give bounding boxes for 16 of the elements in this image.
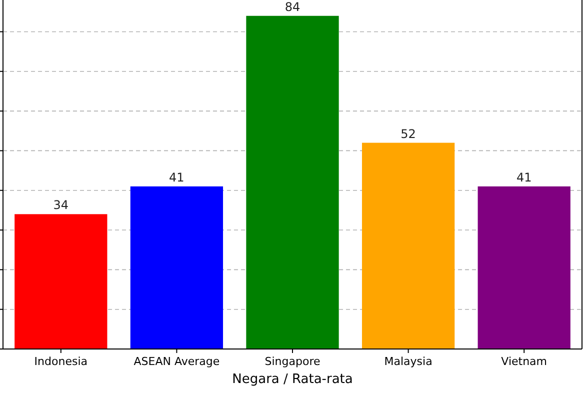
- data-label: 84: [284, 0, 300, 14]
- bar: [362, 142, 455, 349]
- x-tick-label: Singapore: [264, 355, 320, 368]
- x-tick-label: Malaysia: [384, 355, 432, 368]
- data-label: 34: [53, 198, 69, 212]
- x-axis-title: Negara / Rata-rata: [232, 372, 353, 387]
- data-label: 41: [516, 170, 532, 184]
- x-tick-label: ASEAN Average: [134, 355, 220, 368]
- data-label: 41: [169, 170, 184, 184]
- data-label: 52: [400, 126, 416, 141]
- bar: [130, 186, 224, 349]
- x-tick-label: Vietnam: [501, 355, 548, 368]
- bar: [246, 16, 339, 349]
- bar: [14, 214, 108, 349]
- bar: [478, 186, 570, 349]
- x-tick-label: Indonesia: [34, 355, 88, 368]
